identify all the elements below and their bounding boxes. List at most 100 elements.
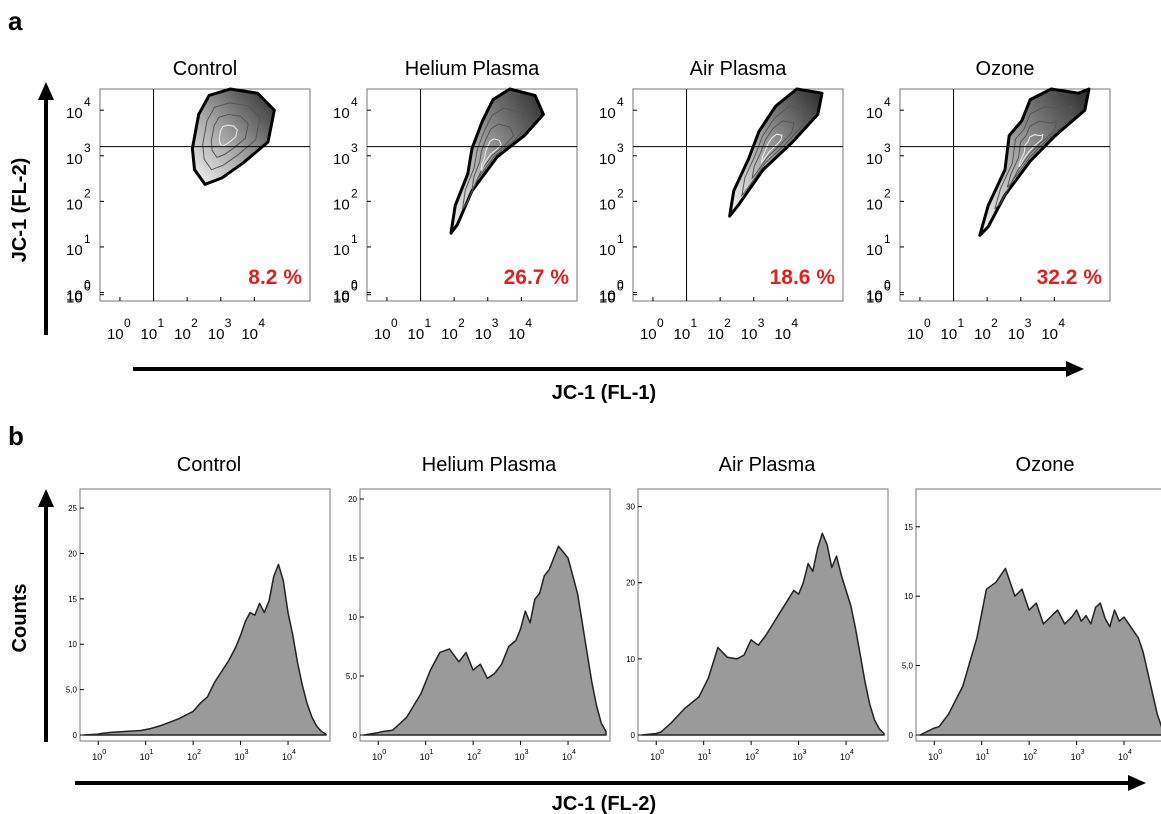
contour-plot-4: Ozone10410310210110010010010110210310432… (866, 58, 1111, 343)
contour-x-tick-exponent: 2 (191, 316, 198, 330)
contour-ring (218, 124, 238, 147)
contour-x-tick-base: 10 (907, 326, 924, 343)
contour-x-tick-exponent: 1 (158, 316, 165, 330)
contour-x-tick-base: 10 (741, 326, 758, 343)
contour-region (190, 87, 276, 186)
histogram-x-tick-exponent: 4 (292, 749, 296, 756)
histogram-x-tick-exponent: 2 (1033, 749, 1037, 756)
histogram-x-tick-base: 10 (793, 752, 803, 762)
histogram-y-tick-label: 15 (904, 523, 913, 532)
contour-plot-title: Helium Plasma (405, 58, 540, 80)
contour-y-tick-base: 10 (333, 290, 350, 307)
contour-x-tick-base: 10 (374, 326, 391, 343)
histogram-x-tick-base: 10 (282, 752, 292, 762)
contour-ring (1018, 133, 1044, 168)
panel-a-plots: Control104103102101100100100101102103104… (66, 58, 1111, 343)
histogram-x-tick-base: 10 (515, 752, 525, 762)
contour-region (449, 87, 545, 235)
contour-x-tick-base: 10 (508, 326, 525, 343)
histogram-x-tick-exponent: 1 (986, 749, 990, 756)
histogram-x-tick-exponent: 2 (197, 749, 201, 756)
contour-y-tick-base: 10 (66, 242, 83, 259)
contour-x-tick-base: 10 (208, 326, 225, 343)
histogram-x-tick-exponent: 3 (525, 749, 529, 756)
histogram-x-tick-base: 10 (562, 752, 572, 762)
contour-y-tick-exponent: 2 (84, 186, 91, 200)
contour-y-tick-exponent: 2 (884, 186, 891, 200)
contour-x-tick-base: 10 (941, 326, 958, 343)
contour-region (978, 87, 1091, 237)
contour-y-tick-base: 10 (333, 196, 350, 213)
histogram-x-tick-exponent: 0 (102, 749, 106, 756)
contour-y-tick-base: 10 (66, 288, 83, 305)
histogram-y-tick-label: 20 (68, 549, 77, 558)
contour-ring (210, 113, 249, 159)
contour-x-tick-exponent: 0 (657, 316, 664, 330)
histogram-area (641, 532, 885, 736)
contour-y-tick-exponent: 0 (351, 278, 358, 292)
histogram-title: Control (177, 454, 241, 476)
contour-y-tick-exponent: 3 (84, 141, 91, 155)
histogram-x-tick-exponent: 1 (430, 749, 434, 756)
contour-x-tick-base: 10 (408, 326, 425, 343)
contour-y-tick-exponent: 2 (351, 186, 358, 200)
contour-x-tick-exponent: 2 (724, 316, 731, 330)
contour-plot-frame (366, 88, 578, 302)
contour-x-tick-exponent: 0 (124, 316, 131, 330)
contour-plot-2: Helium Plasma104103102101100100100101102… (333, 58, 578, 343)
panel-b-label: b (8, 421, 24, 451)
panel-a-y-axis-label: JC-1 (FL-2) (9, 158, 31, 262)
contour-x-tick-base: 10 (475, 326, 492, 343)
histogram-y-tick-label: 5,0 (346, 672, 358, 681)
contour-x-tick-exponent: 4 (258, 316, 265, 330)
histogram-y-tick-label: 30 (626, 503, 635, 512)
contour-y-tick-base: 10 (333, 288, 350, 305)
contour-x-tick-exponent: 3 (1025, 316, 1032, 330)
histogram-x-tick-base: 10 (1118, 752, 1128, 762)
histogram-x-tick-exponent: 3 (245, 749, 249, 756)
contour-y-tick-base: 10 (599, 151, 616, 168)
contour-y-tick-exponent: 4 (617, 95, 624, 109)
contour-y-tick-base: 10 (66, 105, 83, 122)
contour-y-tick-exponent: 3 (351, 141, 358, 155)
panel-b-y-arrow (38, 489, 54, 742)
histogram-x-tick-base: 10 (1023, 752, 1033, 762)
histogram-y-tick-label: 5,0 (66, 686, 78, 695)
contour-x-tick-base: 10 (640, 326, 657, 343)
contour-y-tick-base: 10 (599, 242, 616, 259)
contour-y-tick-exponent: 0 (617, 278, 624, 292)
contour-y-tick-exponent: 1 (884, 232, 891, 246)
contour-ring (760, 133, 783, 164)
contour-ring (202, 102, 261, 171)
contour-y-tick-base: 10 (66, 196, 83, 213)
contour-y-tick-base: 10 (599, 288, 616, 305)
contour-x-tick-exponent: 4 (791, 316, 798, 330)
contour-x-tick-exponent: 3 (225, 316, 232, 330)
quadrant-percent-label: 8.2 % (248, 266, 302, 289)
contour-ring (751, 120, 795, 180)
contour-ring (741, 105, 808, 198)
histogram-x-tick-base: 10 (372, 752, 382, 762)
histogram-title: Air Plasma (719, 454, 817, 476)
histogram-x-tick-base: 10 (840, 752, 850, 762)
contour-x-tick-base: 10 (174, 326, 191, 343)
contour-y-tick-exponent: 0 (84, 280, 91, 294)
contour-y-tick-exponent: 3 (884, 141, 891, 155)
contour-x-tick-base: 10 (107, 326, 124, 343)
contour-y-tick-exponent: 0 (617, 280, 624, 294)
contour-x-tick-exponent: 3 (492, 316, 499, 330)
histogram-x-tick-exponent: 0 (938, 749, 942, 756)
contour-x-tick-exponent: 1 (691, 316, 698, 330)
histogram-x-tick-exponent: 0 (660, 749, 664, 756)
contour-y-tick-base: 10 (599, 290, 616, 307)
contour-plot-title: Control (173, 58, 237, 80)
histogram-x-tick-exponent: 0 (382, 749, 386, 756)
histogram-y-tick-label: 0 (73, 731, 78, 740)
histogram-x-tick-base: 10 (928, 752, 938, 762)
histogram-y-tick-label: 20 (626, 579, 635, 588)
histogram-y-tick-label: 10 (68, 640, 77, 649)
histogram-area (363, 545, 607, 736)
histogram-y-tick-label: 15 (348, 554, 357, 563)
